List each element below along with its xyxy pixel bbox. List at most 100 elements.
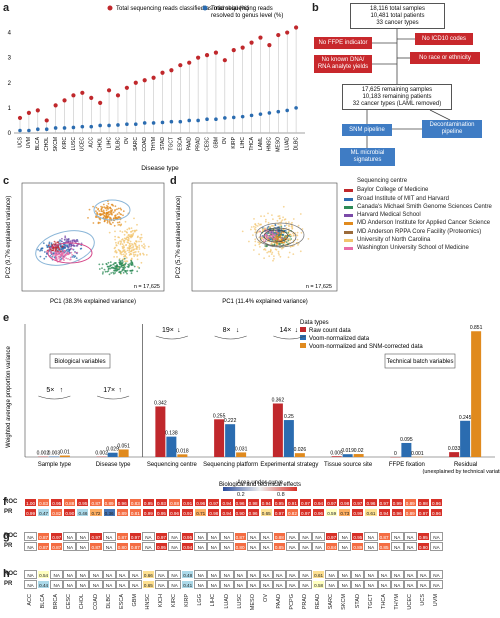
- panel-a-genus-point: [151, 121, 156, 125]
- heatmap-cell: 0.87: [377, 532, 391, 541]
- heatmap-cell: NA: [364, 580, 378, 589]
- panel-a-ytick: 3: [8, 56, 12, 62]
- panel-a-microbial-point: [213, 50, 219, 55]
- panel-d-point: [266, 227, 269, 230]
- panel-c-point: [138, 248, 141, 250]
- panel-e-fold-brace: [38, 395, 71, 400]
- panel-d-point: [266, 251, 269, 254]
- panel-c-point: [70, 244, 73, 247]
- heatmap-cell: NA: [298, 532, 313, 541]
- heatmap-cell: NA: [154, 570, 169, 579]
- heatmap-cell: NA: [285, 542, 299, 551]
- panel-a-xtick: KIRP: [231, 136, 237, 148]
- heatmap-cell: 0.94: [220, 498, 234, 507]
- panel-d-point: [271, 214, 273, 216]
- panel-c-point: [103, 206, 106, 209]
- panel-d-point: [263, 215, 266, 217]
- panel-c-point: [128, 251, 131, 254]
- heatmap-cell: 0.61: [312, 570, 326, 579]
- panel-c-point: [64, 253, 67, 256]
- cancer-type-label: LIHC: [210, 594, 217, 607]
- panel-c-point: [68, 252, 70, 255]
- cancer-type-label: PAAD: [275, 594, 282, 609]
- panel-e-bar-label: 0.01: [60, 450, 70, 456]
- panel-c-point: [45, 251, 48, 253]
- panel-a-xtick: CHOL: [97, 137, 103, 151]
- seq-legend-label: Baylor College of Medicine: [357, 187, 429, 194]
- panel-a-microbial-point: [98, 100, 103, 105]
- panel-c-point: [123, 251, 126, 254]
- panel-a-xtick: CESC: [204, 137, 210, 151]
- cancer-type-label: LUAD: [223, 594, 230, 609]
- panel-c-point: [113, 217, 115, 219]
- heatmap-cell: 0.98: [416, 498, 430, 507]
- panel-c-point: [104, 216, 107, 219]
- panel-c-point: [100, 210, 103, 213]
- panel-c-point: [100, 205, 102, 208]
- panel-a-genus-point: [36, 127, 40, 132]
- panel-e-bar-label: 0.029: [106, 447, 119, 453]
- heatmap-cell: 0.73: [338, 508, 352, 517]
- panel-d-point: [288, 233, 291, 236]
- panel-e-fold-label: 14×: [279, 327, 291, 334]
- panel-a-xtick: LIHC: [240, 137, 246, 149]
- heatmap-cell: NA: [89, 580, 103, 589]
- panel-c-point: [102, 209, 105, 212]
- panel-c-point: [118, 221, 121, 224]
- panel-c-point: [40, 247, 43, 250]
- panel-c-point: [64, 236, 67, 239]
- panel-e-category: Tissue source site: [324, 462, 373, 468]
- heatmap-row-label: PR: [4, 581, 13, 587]
- panel-c-point: [121, 259, 124, 262]
- panel-c-point: [118, 259, 121, 261]
- panel-d-point: [260, 215, 262, 218]
- heatmap-cell: NA: [207, 580, 221, 589]
- heatmap-cell: NA: [429, 580, 443, 589]
- cancer-type-label: UCS: [420, 594, 426, 606]
- panel-d-point: [252, 234, 254, 236]
- panel-c-point: [142, 246, 145, 249]
- panel-c-point: [138, 267, 141, 269]
- panel-c-point: [79, 247, 82, 250]
- panel-a-xtick: OV: [124, 136, 130, 144]
- heatmap-cell: 0.87: [89, 498, 103, 507]
- heatmap-cell: 0.99: [390, 498, 404, 507]
- heatmap-cell: 0.95: [272, 498, 286, 507]
- panel-c-point: [126, 247, 129, 249]
- panel-c-point: [112, 211, 115, 214]
- heatmap-cell: 0.98: [246, 498, 260, 507]
- panel-e-category: FFPE fixation: [389, 462, 425, 468]
- heatmap-cell: NA: [246, 532, 260, 541]
- heatmap-cell: 0.66: [141, 570, 155, 579]
- panel-e-bar-label: 0.002: [95, 451, 108, 457]
- panel-c-point: [122, 214, 124, 217]
- panel-c-point: [57, 241, 60, 244]
- heatmap-cell: 0.87: [50, 542, 64, 551]
- panel-c-point: [140, 240, 143, 243]
- panel-c-point: [115, 251, 118, 253]
- flow-snm-pipeline: SNM pipeline: [342, 124, 392, 136]
- panel-d-point: [289, 235, 292, 238]
- heatmap-row-label: ROC: [4, 533, 18, 539]
- cancer-type-label: OV: [262, 594, 269, 602]
- panel-a-genus-point: [53, 126, 58, 130]
- panel-c-point: [113, 262, 116, 264]
- panel-d-point: [287, 221, 290, 223]
- heatmap-row: NA 0.54 NA NA NA NA NA NA NA 0.66 NA NA 0.48 NA NA NA NA…: [24, 570, 443, 579]
- heatmap-cell: 0.96: [168, 508, 182, 517]
- cancer-type-label: CHOL: [79, 594, 86, 610]
- panel-c-point: [129, 240, 132, 243]
- heatmap-cell: 0.90: [233, 508, 247, 517]
- panel-d-point: [278, 254, 280, 256]
- auc-gradient: [223, 487, 297, 491]
- panel-e-category: Sequencing platform: [203, 462, 258, 468]
- panel-c-point: [123, 241, 126, 244]
- panel-d-point: [281, 237, 283, 239]
- panel-c-point: [130, 227, 133, 229]
- panel-c-point: [53, 240, 56, 243]
- panel-c-point: [65, 257, 68, 260]
- panel-c-point: [42, 242, 45, 245]
- heatmap-cell: 0.96: [246, 508, 260, 517]
- panel-c-point: [66, 238, 68, 240]
- panel-c-point: [104, 270, 107, 273]
